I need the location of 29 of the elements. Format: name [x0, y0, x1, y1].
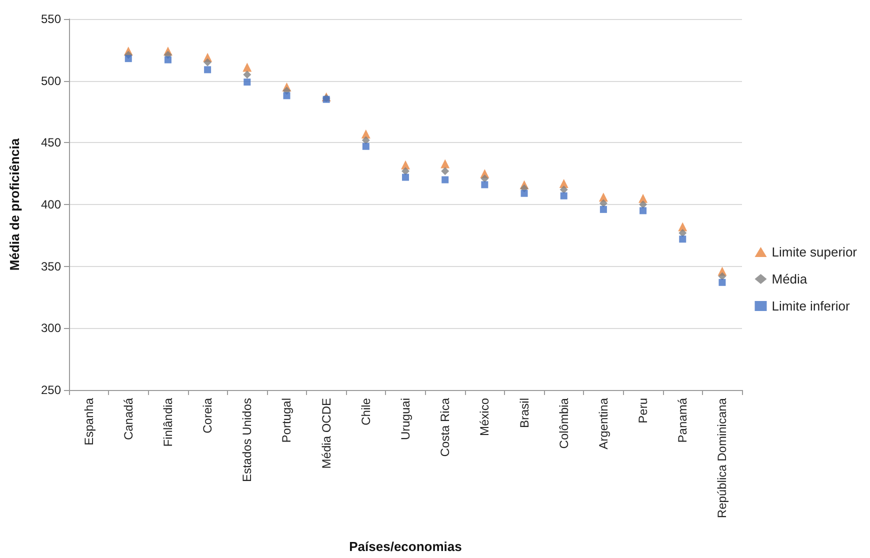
x-tick-label: Chile	[358, 398, 373, 426]
x-tick-label: Canadá	[121, 398, 136, 440]
x-tick-label: Costa Rica	[438, 398, 452, 457]
y-tick-label: 300	[40, 321, 62, 336]
y-tick-label: 500	[40, 74, 62, 88]
x-tick-label: México	[478, 398, 492, 436]
x-tick-label: Panamá	[676, 398, 690, 443]
y-axis-title: Média de proficiência	[7, 138, 22, 271]
legend-label: Limite inferior	[772, 298, 850, 314]
y-tick-label: 250	[40, 383, 62, 397]
x-tick-label: República Dominicana	[715, 398, 730, 518]
x-tick-label: Portugal	[280, 398, 294, 443]
x-tick-label: Uruguai	[398, 398, 412, 440]
x-axis-title: Países/economias	[349, 539, 462, 554]
x-tick-label: Média OCDE	[319, 398, 334, 469]
y-tick-label: 550	[40, 12, 62, 26]
x-tick-label: Finlândia	[160, 398, 175, 447]
x-tick-label: Brasil	[517, 398, 532, 428]
x-tick-label: Argentina	[596, 398, 610, 450]
y-tick-label: 350	[40, 259, 62, 274]
y-tick-label: 450	[40, 136, 62, 150]
x-tick-label: Colômbia	[556, 398, 571, 449]
x-tick-label: Estados Unidos	[240, 398, 254, 482]
legend-label: Limite superior	[772, 244, 858, 260]
x-tick-label: Espanha	[82, 398, 96, 446]
x-tick-label: Peru	[636, 398, 650, 424]
y-tick-label: 400	[40, 198, 62, 212]
legend-label: Média	[772, 272, 808, 286]
x-tick-label: Coreia	[200, 398, 215, 434]
